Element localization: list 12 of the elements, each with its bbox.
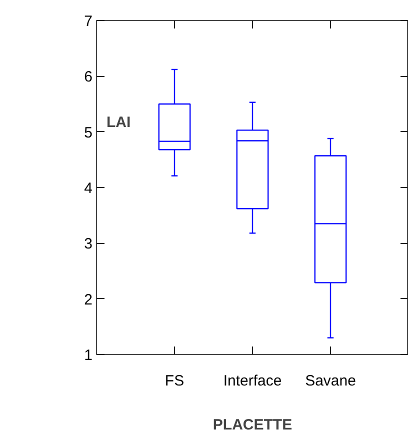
- y-tick-label: 5: [84, 124, 92, 142]
- y-tick-label: 7: [84, 13, 92, 30]
- x-tick-label: FS: [164, 372, 184, 390]
- y-tick-label: 2: [84, 291, 92, 308]
- y-tick-label: 1: [84, 347, 92, 364]
- y-tick-label: 4: [84, 180, 92, 197]
- x-axis-title: PLACETTE: [212, 416, 292, 434]
- y-tick-label: 3: [84, 236, 92, 253]
- x-tick-label: Savane: [305, 372, 356, 390]
- y-axis-title: LAI: [106, 114, 131, 131]
- y-tick-label: 6: [84, 68, 92, 86]
- x-tick-label: Interface: [223, 372, 282, 390]
